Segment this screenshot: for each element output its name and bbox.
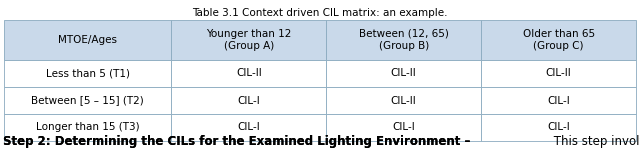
Text: CIL-I: CIL-I — [547, 123, 570, 133]
Bar — [481, 60, 636, 87]
Bar — [4, 114, 172, 141]
Bar — [4, 20, 172, 60]
Bar — [172, 60, 326, 87]
Text: Younger than 12
(Group A): Younger than 12 (Group A) — [206, 29, 292, 51]
Bar — [326, 114, 481, 141]
Bar — [326, 20, 481, 60]
Text: CIL-I: CIL-I — [237, 123, 260, 133]
Text: CIL-II: CIL-II — [546, 69, 572, 78]
Bar — [481, 114, 636, 141]
Bar — [481, 87, 636, 114]
Text: Between (12, 65)
(Group B): Between (12, 65) (Group B) — [359, 29, 449, 51]
Bar — [172, 114, 326, 141]
Bar — [481, 20, 636, 60]
Text: CIL-II: CIL-II — [391, 95, 417, 105]
Bar — [172, 87, 326, 114]
Text: This step involves identifying: This step involves identifying — [550, 135, 640, 149]
Text: CIL-I: CIL-I — [392, 123, 415, 133]
Bar — [326, 87, 481, 114]
Text: CIL-II: CIL-II — [391, 69, 417, 78]
Text: Between [5 – 15] (T2): Between [5 – 15] (T2) — [31, 95, 144, 105]
Text: Table 3.1 Context driven CIL matrix: an example.: Table 3.1 Context driven CIL matrix: an … — [192, 8, 448, 18]
Text: Older than 65
(Group C): Older than 65 (Group C) — [522, 29, 595, 51]
Text: Step 2: Determining the CILs for the Examined Lighting Environment –: Step 2: Determining the CILs for the Exa… — [3, 135, 470, 149]
Bar — [326, 60, 481, 87]
Bar — [172, 20, 326, 60]
Text: Less than 5 (T1): Less than 5 (T1) — [45, 69, 130, 78]
Text: CIL-I: CIL-I — [547, 95, 570, 105]
Text: CIL-I: CIL-I — [237, 95, 260, 105]
Text: CIL-II: CIL-II — [236, 69, 262, 78]
Bar — [4, 87, 172, 114]
Text: Longer than 15 (T3): Longer than 15 (T3) — [36, 123, 140, 133]
Text: Step 2: Determining the CILs for the Examined Lighting Environment –: Step 2: Determining the CILs for the Exa… — [3, 135, 470, 149]
Bar — [4, 60, 172, 87]
Text: MTOE/Ages: MTOE/Ages — [58, 35, 117, 45]
